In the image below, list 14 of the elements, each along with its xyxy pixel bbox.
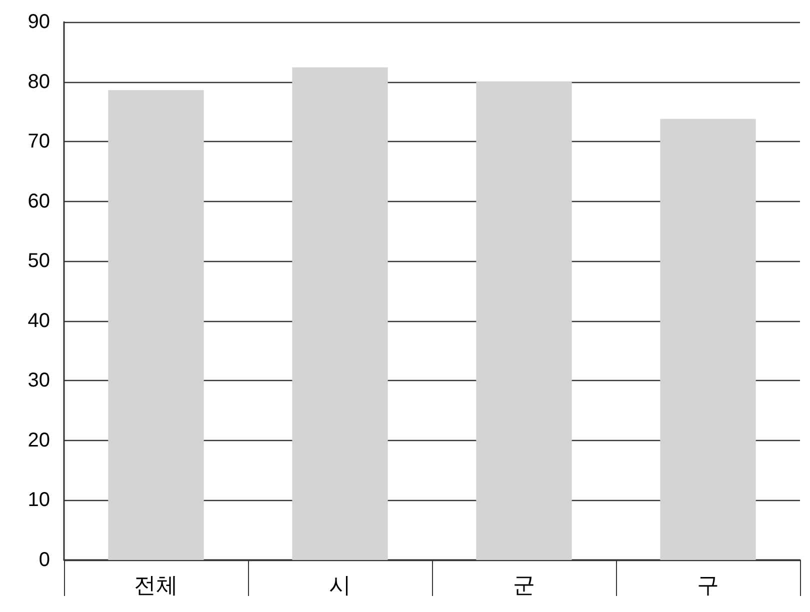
y-tick-label: 40 [28, 310, 50, 332]
x-tick-label: 구 [697, 572, 719, 598]
x-tick-label: 시 [329, 572, 351, 598]
y-tick-label: 30 [28, 370, 50, 392]
x-tick-label: 전체 [134, 572, 178, 598]
y-tick-label: 0 [38, 549, 50, 571]
y-tick-label: 70 [28, 130, 50, 153]
y-tick-label: 80 [28, 70, 50, 93]
y-tick-label: 60 [28, 190, 50, 212]
x-tick-label: 군 [513, 572, 535, 598]
y-tick-label: 90 [28, 11, 50, 33]
y-tick-label: 50 [28, 250, 50, 272]
y-tick-label: 20 [28, 429, 50, 452]
y-tick-label: 10 [28, 489, 50, 512]
